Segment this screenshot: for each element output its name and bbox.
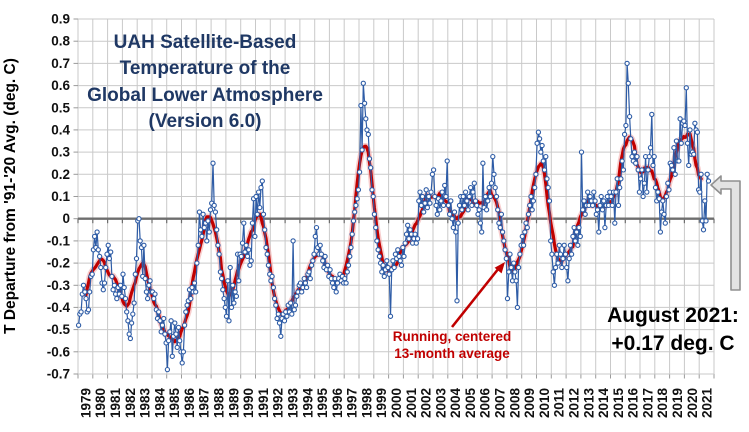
chart-title-line: (Version 6.0) — [149, 111, 262, 132]
x-tick-label: 2002 — [419, 388, 434, 418]
x-tick-label: 2008 — [507, 388, 522, 419]
callout-arrow-head — [494, 262, 505, 274]
x-tick-label: 2015 — [611, 388, 626, 419]
latest-value-line: August 2021: — [607, 304, 739, 327]
x-tick-label: 2021 — [700, 388, 715, 419]
x-tick-label: 2018 — [655, 388, 670, 419]
chart-title-line: Global Lower Atmosphere — [87, 85, 323, 106]
x-tick-label: 2003 — [433, 388, 448, 419]
x-tick-label: 2017 — [640, 388, 655, 418]
chart-title-line: UAH Satellite-Based — [114, 32, 297, 53]
callout-arrow-line — [450, 267, 501, 328]
y-tick-label: 0.2 — [51, 167, 70, 182]
y-axis-title: T Departure from '91-'20 Avg. (deg. C) — [2, 58, 19, 334]
monthly-series-layer — [75, 60, 712, 373]
y-tick-label: -0.4 — [47, 300, 71, 315]
x-tick-label: 1998 — [359, 388, 374, 419]
x-tick-label: 1990 — [241, 388, 256, 418]
y-tick-label: 0.4 — [51, 122, 70, 137]
x-tick-label: 2020 — [685, 388, 700, 418]
zero-axis-layer — [77, 217, 715, 224]
y-tick-label: 0.6 — [51, 78, 70, 93]
chart-title-block: UAH Satellite-Based Temperature of the G… — [87, 32, 323, 132]
y-tick-label: -0.6 — [47, 344, 71, 359]
x-tick-label: 1979 — [78, 388, 93, 418]
x-tick-label: 2006 — [478, 388, 493, 419]
x-tick-label: 1999 — [374, 388, 389, 418]
x-tick-label: 1984 — [152, 388, 167, 419]
y-tick-label: 0.8 — [51, 34, 70, 49]
x-tick-label: 1992 — [271, 388, 286, 418]
x-tick-label: 1997 — [345, 388, 360, 418]
x-tick-label: 2010 — [537, 388, 552, 418]
x-tick-label: 1996 — [330, 388, 345, 419]
y-tick-labels: 0.9 0.8 0.7 0.6 0.5 0.4 0.3 0.2 0.1 0 -0.1 -0.2 -0.3… — [47, 12, 71, 382]
x-tick-label: 2009 — [522, 388, 537, 418]
y-tick-label: 0.7 — [51, 56, 70, 71]
x-tick-labels: 1979 1980 1981 1982 1983 1984 1985 1986 1987 1988… — [78, 388, 714, 419]
x-tick-label: 1988 — [212, 388, 227, 419]
x-tick-label: 1982 — [123, 388, 138, 418]
y-tick-label: 0.5 — [51, 100, 70, 115]
y-tick-label: -0.7 — [47, 367, 70, 382]
x-tick-label: 1983 — [138, 388, 153, 419]
x-tick-label: 1991 — [256, 388, 271, 419]
x-tick-label: 1985 — [167, 388, 182, 419]
y-tick-label: 0.3 — [51, 145, 70, 160]
x-tick-label: 2011 — [552, 388, 567, 418]
x-tick-label: 2019 — [670, 388, 685, 418]
y-tick-label: -0.5 — [47, 322, 71, 337]
x-tick-label: 1987 — [197, 388, 212, 418]
smoothed-label-line: 13-month average — [394, 346, 510, 361]
x-tick-label: 2007 — [493, 388, 508, 418]
x-tick-label: 2004 — [448, 388, 463, 419]
smoothed-label-line: Running, centered — [393, 329, 512, 344]
x-tick-label: 1995 — [315, 388, 330, 419]
monthly-markers — [75, 60, 712, 373]
y-tick-label: 0.1 — [51, 189, 70, 204]
x-tick-label: 2012 — [567, 388, 582, 418]
bent-arrow-left-icon — [710, 175, 741, 291]
y-tick-label: -0.3 — [47, 278, 71, 293]
x-tick-label: 2000 — [389, 388, 404, 418]
x-tick-label: 1989 — [226, 388, 241, 418]
x-tick-label: 1994 — [300, 388, 315, 419]
x-tick-label: 2005 — [463, 388, 478, 419]
x-tick-label: 2014 — [596, 388, 611, 419]
latest-value-annotation: August 2021: +0.17 deg. C — [607, 175, 741, 355]
chart-title-line: Temperature of the — [120, 58, 291, 79]
x-tick-label: 1981 — [108, 388, 123, 419]
y-tick-label: 0 — [62, 211, 70, 226]
y-tick-label: 0.9 — [51, 12, 70, 27]
smoothed-series-callout: Running, centered 13-month average — [393, 262, 512, 361]
x-tick-label: 2016 — [626, 388, 641, 419]
y-tick-label: -0.1 — [47, 233, 71, 248]
x-tick-label: 2001 — [404, 388, 419, 419]
x-tick-label: 2013 — [581, 388, 596, 419]
y-tick-label: -0.2 — [47, 256, 70, 271]
x-tick-label: 1993 — [286, 388, 301, 419]
latest-value-line: +0.17 deg. C — [611, 332, 734, 355]
x-tick-label: 1980 — [93, 388, 108, 418]
x-tick-label: 1986 — [182, 388, 197, 419]
